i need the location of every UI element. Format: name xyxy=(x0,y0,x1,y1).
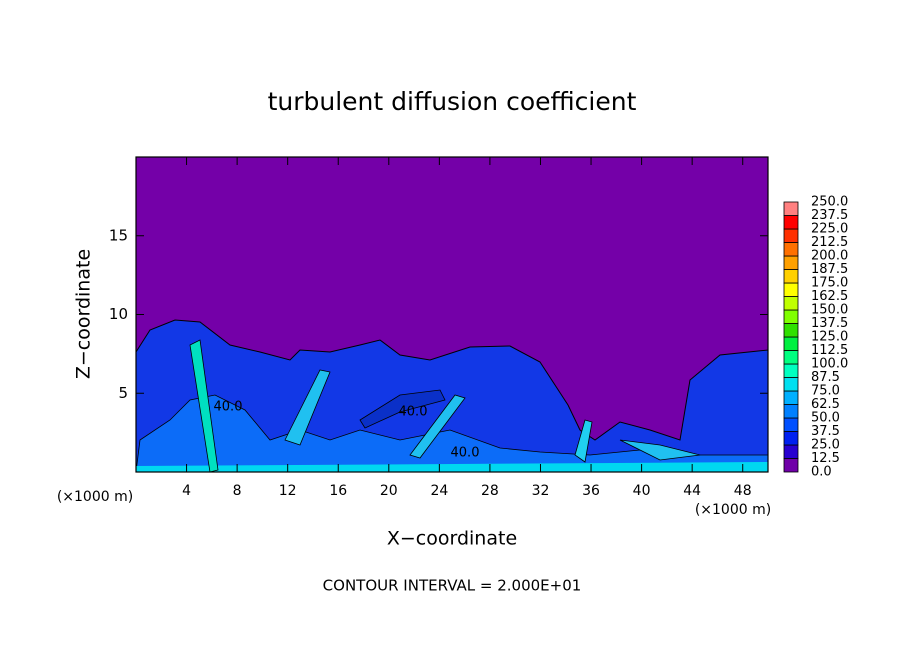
colorbar-label: 37.5 xyxy=(811,424,840,439)
colorbar-label: 100.0 xyxy=(811,357,848,372)
colorbar-box xyxy=(783,336,799,351)
colorbar-box xyxy=(783,255,799,270)
colorbar-box xyxy=(783,431,799,446)
colorbar-box xyxy=(783,363,799,378)
chart-title: turbulent diffusion coefficient xyxy=(268,87,637,116)
colorbar-label: 212.5 xyxy=(811,235,848,250)
x-tick-label: 36 xyxy=(582,483,600,499)
colorbar-box xyxy=(783,296,799,311)
colorbar-box xyxy=(783,390,799,405)
x-tick-label: 8 xyxy=(233,483,242,499)
colorbar-label: 175.0 xyxy=(811,276,848,291)
colorbar-label: 0.0 xyxy=(811,465,832,480)
contour-label: 40.0 xyxy=(451,446,480,461)
x-tick-label: 4 xyxy=(182,483,191,499)
y-tick-label: 10 xyxy=(109,305,128,323)
y-axis-label: Z−coordinate xyxy=(73,249,95,379)
x-tick-label: 48 xyxy=(734,483,752,499)
colorbar-label: 225.0 xyxy=(811,222,848,237)
colorbar-box xyxy=(783,458,799,473)
x-tick-label: 40 xyxy=(633,483,651,499)
x-axis-label: X−coordinate xyxy=(387,528,517,550)
colorbar-label: 162.5 xyxy=(811,289,848,304)
streak xyxy=(284,369,331,446)
colorbar-label: 12.5 xyxy=(811,451,840,466)
streak xyxy=(359,389,446,429)
streak xyxy=(189,339,219,473)
contour-label: 40.0 xyxy=(214,400,243,415)
colorbar-box xyxy=(783,377,799,392)
colorbar-label: 25.0 xyxy=(811,438,840,453)
footer-note: CONTOUR INTERVAL = 2.000E+01 xyxy=(323,577,582,595)
colorbar-label: 200.0 xyxy=(811,249,848,264)
colorbar-box xyxy=(783,309,799,324)
x-tick-label: 20 xyxy=(380,483,398,499)
colorbar-label: 237.5 xyxy=(811,208,848,223)
colorbar-box xyxy=(783,444,799,459)
colorbar-label: 125.0 xyxy=(811,330,848,345)
colorbar-box xyxy=(783,215,799,230)
colorbar-box xyxy=(783,404,799,419)
colorbar-box xyxy=(783,228,799,243)
x-tick-label: 28 xyxy=(481,483,499,499)
colorbar-box xyxy=(783,242,799,257)
streak xyxy=(619,439,701,461)
x-tick-label: 44 xyxy=(683,483,701,499)
streak xyxy=(409,394,466,459)
colorbar-box xyxy=(783,417,799,432)
colorbar-label: 150.0 xyxy=(811,303,848,318)
surface-layer xyxy=(136,462,768,472)
x-unit-right: (×1000 m) xyxy=(695,502,771,518)
contour-label: 40.0 xyxy=(399,405,428,420)
y-tick-label: 15 xyxy=(109,226,128,244)
x-unit-left: (×1000 m) xyxy=(57,489,133,505)
x-tick-label: 12 xyxy=(279,483,297,499)
colorbar-label: 50.0 xyxy=(811,411,840,426)
turbulent-region xyxy=(135,319,769,473)
colorbar-box xyxy=(783,269,799,284)
colorbar-label: 87.5 xyxy=(811,370,840,385)
y-tick-label: 5 xyxy=(118,384,128,402)
colorbar-label: 112.5 xyxy=(811,343,848,358)
x-tick-label: 32 xyxy=(532,483,550,499)
colorbar-label: 250.0 xyxy=(811,195,848,210)
colorbar-label: 187.5 xyxy=(811,262,848,277)
streak xyxy=(574,419,593,463)
colorbar-label: 75.0 xyxy=(811,384,840,399)
colorbar-box xyxy=(783,201,799,216)
colorbar-box xyxy=(783,350,799,365)
colorbar-label: 137.5 xyxy=(811,316,848,331)
x-tick-label: 16 xyxy=(329,483,347,499)
x-tick-label: 24 xyxy=(430,483,448,499)
colorbar-box xyxy=(783,282,799,297)
colorbar-box xyxy=(783,323,799,338)
colorbar-label: 62.5 xyxy=(811,397,840,412)
